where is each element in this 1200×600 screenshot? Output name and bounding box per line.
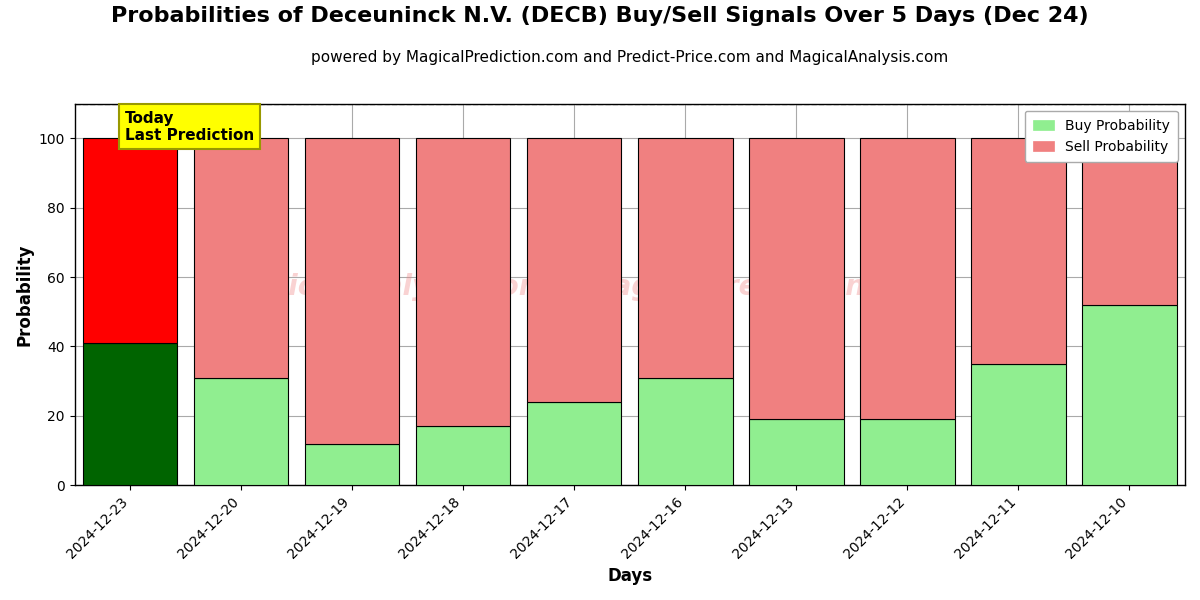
Bar	[194, 377, 288, 485]
Bar	[83, 343, 178, 485]
Bar	[527, 139, 622, 402]
X-axis label: Days: Days	[607, 567, 653, 585]
Bar	[638, 139, 732, 377]
Title: powered by MagicalPrediction.com and Predict-Price.com and MagicalAnalysis.com: powered by MagicalPrediction.com and Pre…	[311, 50, 948, 65]
Bar	[971, 364, 1066, 485]
Bar	[305, 139, 400, 443]
Text: Today
Last Prediction: Today Last Prediction	[125, 110, 254, 143]
Bar	[971, 139, 1066, 364]
Bar	[527, 402, 622, 485]
Text: MagicalPrediction.com: MagicalPrediction.com	[586, 273, 941, 301]
Bar	[83, 139, 178, 343]
Bar	[1082, 305, 1177, 485]
Bar	[194, 139, 288, 377]
Bar	[1082, 139, 1177, 305]
Bar	[749, 139, 844, 419]
Bar	[860, 139, 955, 419]
Bar	[416, 139, 510, 426]
Bar	[638, 377, 732, 485]
Text: MagicalAnalysis.com: MagicalAnalysis.com	[223, 273, 548, 301]
Text: Probabilities of Deceuninck N.V. (DECB) Buy/Sell Signals Over 5 Days (Dec 24): Probabilities of Deceuninck N.V. (DECB) …	[112, 6, 1088, 26]
Y-axis label: Probability: Probability	[16, 243, 34, 346]
Bar	[860, 419, 955, 485]
Bar	[305, 443, 400, 485]
Legend: Buy Probability, Sell Probability: Buy Probability, Sell Probability	[1025, 110, 1178, 162]
Bar	[749, 419, 844, 485]
Bar	[416, 426, 510, 485]
